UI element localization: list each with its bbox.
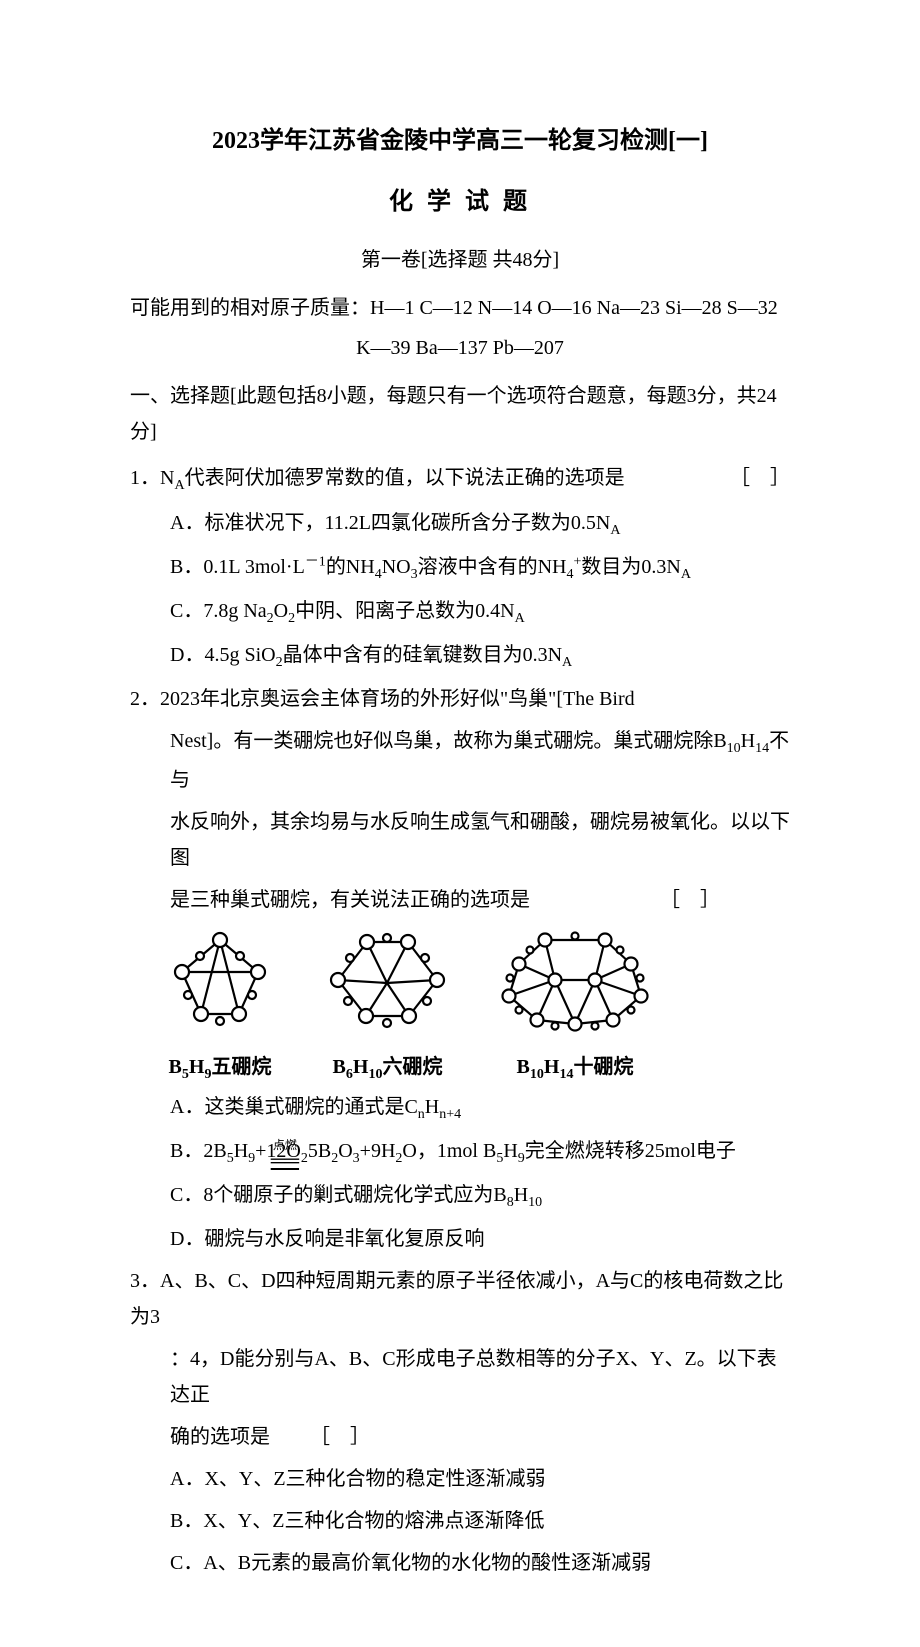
q1-stem: 1．NA代表阿伏加德罗常数的值，以下说法正确的选项是 ［ ］ <box>130 460 790 498</box>
q2-sub1: Nest]。有一类硼烷也好似鸟巢，故称为巢式硼烷。巢式硼烷除B10H14不与 <box>130 723 790 797</box>
q2-bracket: ［ ］ <box>660 889 720 911</box>
hexaborane-label: B6H10六硼烷 <box>320 1049 455 1087</box>
diagram-decaborane: B10H14十硼烷 <box>495 928 655 1087</box>
q1-bracket: ［ ］ <box>730 460 790 496</box>
q2-option-d: D．硼烷与水反响是非氧化复原反响 <box>170 1221 790 1257</box>
q3-bracket: ［ ］ <box>310 1426 370 1448</box>
pentaborane-icon <box>160 928 280 1033</box>
diagram-pentaborane: B5H9五硼烷 <box>160 928 280 1087</box>
q3-sub2: 确的选项是 ［ ］ <box>130 1419 790 1455</box>
hexaborane-icon <box>320 928 455 1033</box>
atomic-masses-2: K—39 Ba—137 Pb—207 <box>130 330 790 366</box>
section-label: 第一卷[选择题 共48分] <box>130 242 790 278</box>
q1-stem-text: 1．NA代表阿伏加德罗常数的值，以下说法正确的选项是 <box>130 467 625 489</box>
q1-option-a: A．标准状况下，11.2L四氯化碳所含分子数为0.5NA <box>170 505 790 543</box>
q3-option-c: C．A、B元素的最高价氧化物的水化物的酸性逐渐减弱 <box>170 1545 790 1581</box>
main-title: 2023学年江苏省金陵中学高三一轮复习检测[一] <box>130 120 790 163</box>
pentaborane-label: B5H9五硼烷 <box>160 1049 280 1087</box>
decaborane-icon <box>495 928 655 1033</box>
q2-option-c: C．8个硼原子的剿式硼烷化学式应为B8H10 <box>170 1177 790 1215</box>
diagram-hexaborane: B6H10六硼烷 <box>320 928 455 1087</box>
q3-option-b: B．X、Y、Z三种化合物的熔沸点逐渐降低 <box>170 1503 790 1539</box>
q3-sub1: ：4，D能分别与A、B、C形成电子总数相等的分子X、Y、Z。以下表达正 <box>130 1341 790 1413</box>
q2-option-a: A．这类巢式硼烷的通式是CnHn+4 <box>170 1089 790 1127</box>
q3-stem: 3．A、B、C、D四种短周期元素的原子半径依减小，A与C的核电荷数之比为3 <box>130 1263 790 1335</box>
sub-title: 化 学 试 题 <box>130 181 790 224</box>
decaborane-label: B10H14十硼烷 <box>495 1049 655 1087</box>
q1-option-d: D．4.5g SiO2晶体中含有的硅氧键数目为0.3NA <box>170 637 790 675</box>
q1-option-b: B．0.1L 3mol·L－1的NH4NO3溶液中含有的NH4+数目为0.3NA <box>170 549 790 587</box>
q2-sub3: 是三种巢式硼烷，有关说法正确的选项是 ［ ］ <box>130 882 790 918</box>
section-heading: 一、选择题[此题包括8小题，每题只有一个选项符合题意，每题3分，共24分] <box>130 378 790 450</box>
q2-stem: 2．2023年北京奥运会主体育场的外形好似"鸟巢"[The Bird <box>130 681 790 717</box>
q2-option-b: B．2B5H9+12O2点燃══5B2O3+9H2O，1mol B5H9完全燃烧… <box>170 1133 790 1171</box>
atomic-masses-1: 可能用到的相对原子质量：H—1 C—12 N—14 O—16 Na—23 Si—… <box>130 290 790 326</box>
borane-diagrams: B5H9五硼烷 <box>160 928 790 1087</box>
q1-option-c: C．7.8g Na2O2中阴、阳离子总数为0.4NA <box>170 593 790 631</box>
q2-sub2: 水反响外，其余均易与水反响生成氢气和硼酸，硼烷易被氧化。以以下图 <box>130 804 790 876</box>
q3-option-a: A．X、Y、Z三种化合物的稳定性逐渐减弱 <box>170 1461 790 1497</box>
